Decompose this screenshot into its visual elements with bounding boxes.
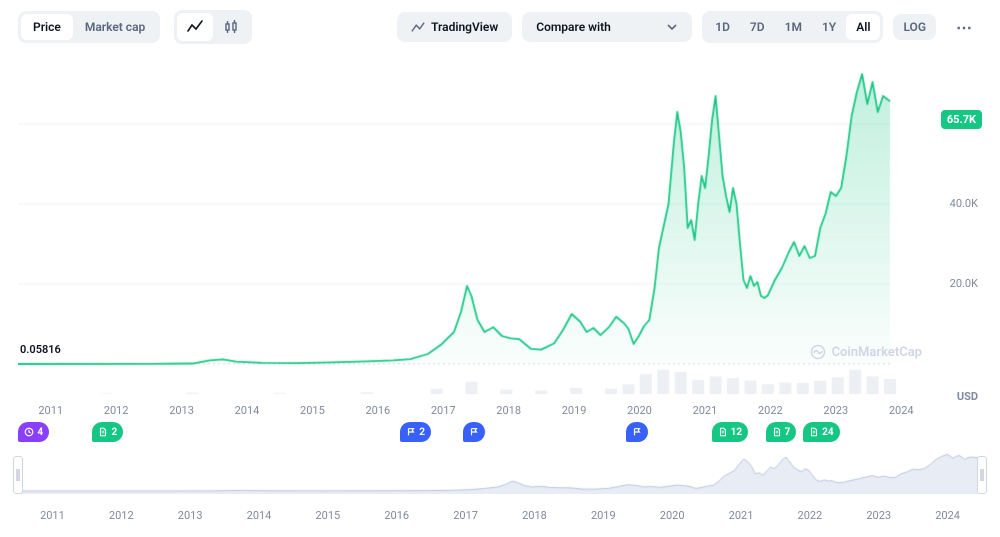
nav-x-tick: 2018 [500,509,569,522]
range-all[interactable]: All [846,14,880,40]
event-marker[interactable] [626,422,648,442]
nav-x-tick: 2019 [569,509,638,522]
event-marker[interactable]: 2 [400,422,431,442]
x-tick-label: 2015 [280,404,345,417]
tradingview-label: TradingView [431,20,498,34]
event-markers: 4 2 2 12 7 24 [18,422,982,444]
event-marker[interactable]: 7 [766,422,797,442]
nav-x-tick: 2021 [707,509,776,522]
compare-label: Compare with [536,20,611,34]
x-tick-label: 2024 [868,404,933,417]
metric-tabs: Price Market cap [18,11,160,43]
price-chart[interactable] [18,54,938,404]
chevron-down-icon [666,21,678,33]
x-axis: 2011201220132014201520162017201820192020… [18,404,934,417]
event-marker[interactable] [463,422,485,442]
main-chart-area: 0.05816 65.7K 20.0K40.0K60.0K USD 201120… [18,54,982,404]
nav-x-tick: 2022 [775,509,844,522]
chart-style-tabs [174,10,252,44]
chart-icon [411,20,425,34]
event-marker[interactable]: 2 [92,422,123,442]
nav-x-tick: 2012 [87,509,156,522]
range-7d[interactable]: 7D [740,14,775,40]
nav-x-tick: 2011 [18,509,87,522]
nav-x-tick: 2015 [293,509,362,522]
x-tick-label: 2013 [149,404,214,417]
currency-label: USD [957,390,978,403]
range-1d[interactable]: 1D [705,14,740,40]
nav-handle-left[interactable] [13,456,23,494]
nav-handle-right[interactable] [977,456,987,494]
x-tick-label: 2020 [607,404,672,417]
tab-market-cap[interactable]: Market cap [73,14,157,40]
x-tick-label: 2018 [476,404,541,417]
x-tick-label: 2019 [541,404,606,417]
start-value-label: 0.05816 [18,343,63,356]
range-1y[interactable]: 1Y [812,14,846,40]
line-chart-icon[interactable] [177,13,213,41]
compare-button[interactable]: Compare with [522,12,692,42]
event-marker[interactable]: 4 [18,422,49,442]
event-marker[interactable]: 24 [803,422,839,442]
navigator: 2011201220132014201520162017201820192020… [18,450,982,506]
x-tick-label: 2017 [411,404,476,417]
nav-x-tick: 2013 [156,509,225,522]
event-marker[interactable]: 12 [712,422,748,442]
range-1m[interactable]: 1M [775,14,812,40]
nav-x-tick: 2014 [225,509,294,522]
nav-x-tick: 2023 [844,509,913,522]
log-toggle[interactable]: LOG [893,14,936,40]
x-tick-label: 2022 [738,404,803,417]
x-tick-label: 2016 [345,404,410,417]
candlestick-icon[interactable] [213,13,249,41]
nav-x-axis: 2011201220132014201520162017201820192020… [18,509,982,522]
y-tick-label: 20.0K [950,277,978,290]
x-tick-label: 2012 [83,404,148,417]
nav-x-tick: 2020 [638,509,707,522]
nav-x-tick: 2016 [362,509,431,522]
nav-x-tick: 2024 [913,509,982,522]
x-tick-label: 2021 [672,404,737,417]
current-price-badge: 65.7K [941,110,982,129]
watermark-icon [810,344,826,360]
more-button[interactable]: ⋯ [946,12,982,43]
tab-price[interactable]: Price [21,14,73,40]
x-tick-label: 2023 [803,404,868,417]
x-tick-label: 2014 [214,404,279,417]
time-range-tabs: 1D 7D 1M 1Y All [702,11,883,43]
x-tick-label: 2011 [18,404,83,417]
y-tick-label: 40.0K [950,197,978,210]
watermark: CoinMarketCap [810,344,922,360]
tradingview-button[interactable]: TradingView [397,12,512,42]
nav-x-tick: 2017 [431,509,500,522]
navigator-chart[interactable] [18,450,978,494]
chart-toolbar: Price Market cap TradingView Compare wit… [0,0,1000,54]
